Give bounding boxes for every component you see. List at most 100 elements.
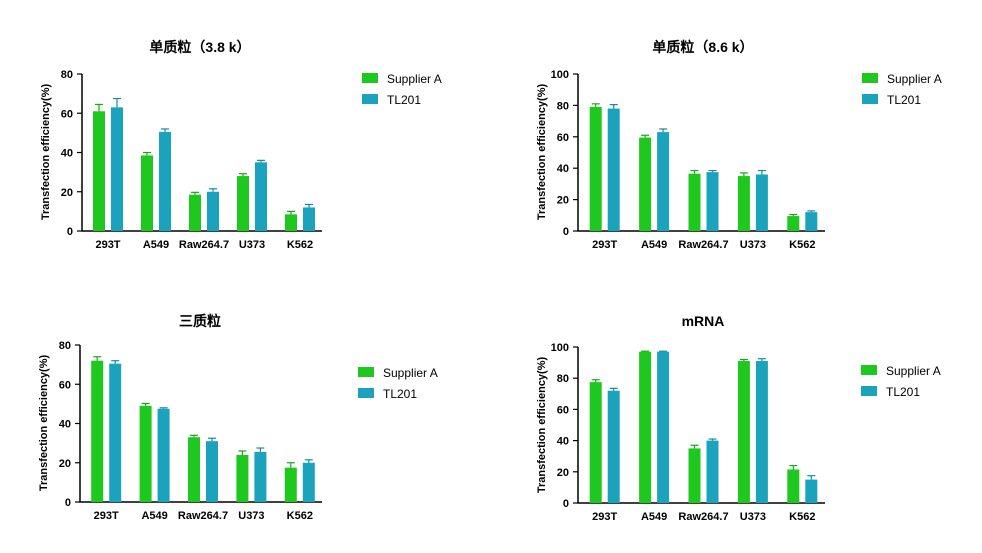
bar-tl201: [159, 131, 171, 231]
bar-supplier-a: [93, 111, 105, 231]
bar-supplier-a: [237, 176, 249, 231]
x-tick-label: U373: [238, 510, 264, 522]
bar-tl201: [657, 351, 670, 503]
y-axis-label: Transfection efficiency(%): [38, 355, 50, 492]
bar-supplier-a: [589, 382, 602, 503]
bar-tl201: [157, 408, 170, 502]
y-tick-label: 60: [557, 404, 569, 416]
y-axis-label: Transfection efficiency(%): [536, 84, 548, 221]
x-tick-label: K562: [789, 239, 815, 251]
bar-supplier-a: [188, 437, 200, 502]
bar-tl201: [607, 390, 620, 503]
bar-tl201: [109, 363, 122, 502]
legend-label: Supplier A: [387, 72, 442, 86]
x-tick-label: A549: [641, 239, 667, 251]
bar-tl201: [254, 451, 267, 502]
bar-supplier-a: [688, 173, 701, 231]
y-tick-label: 40: [61, 148, 73, 160]
legend-label: TL201: [886, 385, 920, 399]
bar-supplier-a: [285, 214, 297, 231]
legend-swatch: [862, 94, 878, 104]
x-tick-label: A549: [143, 239, 169, 251]
x-tick-label: K562: [789, 511, 815, 523]
chart-panel-4: mRNA Transfection efficiency(%) 0 20 40 60 80 1…: [536, 313, 941, 523]
y-tick-label: 0: [67, 226, 73, 238]
y-tick-label: 20: [557, 195, 569, 207]
x-tick-label: A549: [141, 510, 167, 522]
y-tick-label: 100: [551, 69, 569, 81]
bar-supplier-a: [639, 351, 652, 503]
bar-supplier-a: [284, 467, 297, 502]
x-tick-label: A549: [641, 511, 667, 523]
y-tick-label: 40: [59, 419, 71, 431]
bar-tl201: [706, 440, 719, 503]
bar-supplier-a: [91, 360, 104, 502]
bar-supplier-a: [787, 216, 800, 231]
x-tick-label: Raw264.7: [178, 510, 228, 522]
bar-tl201: [302, 462, 315, 502]
y-tick-label: 60: [59, 379, 71, 391]
bar-tl201: [657, 132, 670, 231]
chart-panel-1: 单质粒（3.8 k） Transfection efficiency(%) 0 20 4…: [40, 39, 442, 251]
chart-panel-3: 三质粒 Transfection efficiency(%) 0 20 40 60 80 29…: [38, 313, 438, 522]
legend-swatch: [362, 73, 378, 83]
y-tick-label: 80: [557, 100, 569, 112]
x-tick-label: 293T: [592, 239, 617, 251]
bar-supplier-a: [737, 176, 750, 231]
legend-swatch: [861, 365, 877, 375]
y-tick-label: 0: [563, 226, 569, 238]
y-tick-label: 80: [61, 69, 73, 81]
bar-supplier-a: [141, 155, 153, 231]
bar-tl201: [206, 441, 218, 502]
legend-swatch: [362, 94, 378, 104]
bar-supplier-a: [787, 469, 800, 503]
legend-label: TL201: [383, 387, 417, 401]
bar-tl201: [207, 191, 219, 231]
y-axis-label: Transfection efficiency(%): [536, 357, 548, 494]
bar-tl201: [706, 172, 719, 231]
y-axis-label: Transfection efficiency(%): [40, 84, 52, 221]
chart-title: mRNA: [682, 313, 725, 329]
x-tick-label: 293T: [94, 510, 119, 522]
bar-supplier-a: [688, 448, 701, 503]
y-tick-label: 60: [61, 108, 73, 120]
legend-swatch: [862, 73, 878, 83]
bar-supplier-a: [139, 405, 152, 502]
legend-label: Supplier A: [887, 72, 942, 86]
bar-supplier-a: [189, 194, 201, 231]
bar-supplier-a: [236, 454, 249, 502]
legend-swatch: [358, 367, 374, 377]
legend-label: Supplier A: [383, 366, 438, 380]
y-tick-label: 20: [557, 467, 569, 479]
x-tick-label: Raw264.7: [678, 511, 728, 523]
bar-tl201: [755, 174, 768, 231]
x-tick-label: U373: [740, 511, 766, 523]
x-tick-label: Raw264.7: [678, 239, 728, 251]
x-tick-label: U373: [239, 239, 265, 251]
bar-supplier-a: [639, 137, 652, 231]
legend-swatch: [861, 386, 877, 396]
bar-tl201: [805, 212, 818, 231]
bar-supplier-a: [737, 361, 750, 503]
bar-tl201: [607, 108, 620, 231]
y-tick-label: 80: [557, 373, 569, 385]
legend-swatch: [358, 388, 374, 398]
bar-tl201: [755, 361, 768, 503]
x-tick-label: U373: [740, 239, 766, 251]
legend-label: TL201: [387, 93, 421, 107]
bar-tl201: [255, 162, 267, 231]
y-tick-label: 0: [563, 498, 569, 510]
y-tick-label: 20: [61, 187, 73, 199]
y-tick-label: 60: [557, 132, 569, 144]
y-tick-label: 0: [65, 497, 71, 509]
y-tick-label: 40: [557, 163, 569, 175]
chart-title: 单质粒（3.8 k）: [149, 39, 250, 55]
bar-tl201: [111, 107, 123, 231]
x-tick-label: 293T: [95, 239, 120, 251]
y-tick-label: 100: [551, 342, 569, 354]
chart-title: 三质粒: [179, 313, 221, 329]
chart-title: 单质粒（8.6 k）: [652, 39, 753, 55]
y-tick-label: 80: [59, 340, 71, 352]
x-tick-label: K562: [287, 510, 313, 522]
